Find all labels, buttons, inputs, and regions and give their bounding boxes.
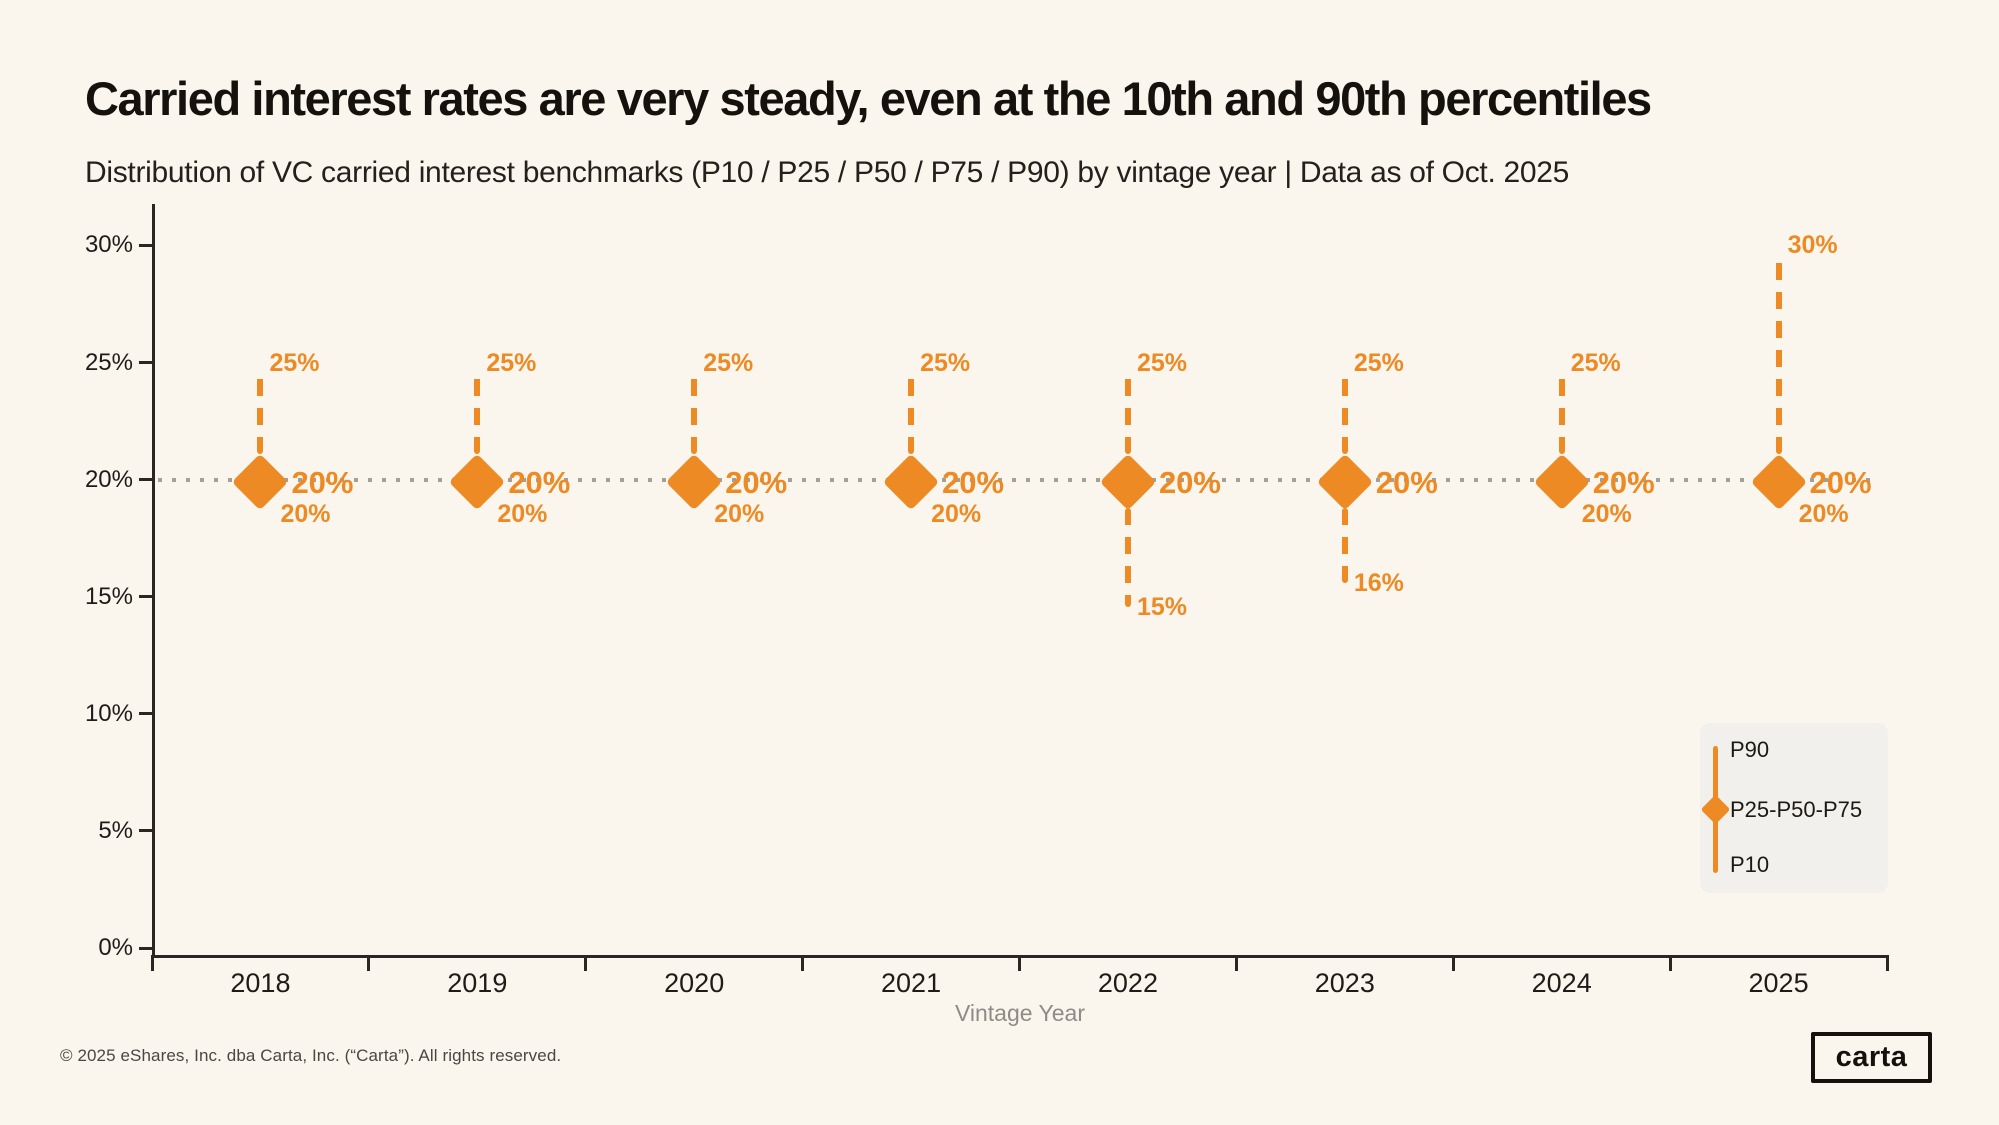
p90-whisker: [1124, 368, 1131, 454]
y-tick: [139, 595, 152, 599]
y-tick: [139, 243, 152, 247]
y-tick-label: 0%: [98, 934, 133, 961]
p10-value-label: 20%: [497, 499, 548, 528]
p10-whisker: [1124, 507, 1131, 607]
y-tick: [139, 361, 152, 364]
legend-p25-p50-p75-label: P25-P50-P75: [1730, 797, 1863, 822]
y-tick-label: 10%: [84, 699, 133, 727]
x-tick: [367, 955, 371, 971]
median-value-label: 20%: [291, 464, 354, 500]
y-tick-label: 5%: [98, 816, 133, 844]
p10-value-label: 20%: [931, 499, 982, 528]
median-value-label: 20%: [508, 464, 571, 500]
p90-whisker: [1558, 368, 1565, 454]
p10-value-label: 20%: [280, 499, 331, 528]
y-tick: [139, 478, 152, 482]
p90-value-label: 25%: [1353, 348, 1404, 377]
carta-logo-text: carta: [1835, 1041, 1908, 1073]
median-value-label: 20%: [1158, 464, 1221, 500]
p25-p50-p75-diamond: [1316, 453, 1374, 510]
p90-value-label: 25%: [703, 348, 754, 377]
p90-whisker: [691, 368, 698, 454]
legend-p90-label: P90: [1730, 737, 1770, 762]
median-value-label: 20%: [1592, 464, 1655, 500]
p10-value-label: 15%: [1136, 592, 1187, 621]
legend-diamond-icon: [1700, 794, 1731, 825]
legend: P90 P25-P50-P75 P10: [1700, 723, 1888, 893]
copyright-text: © 2025 eShares, Inc. dba Carta, Inc. (“C…: [60, 1046, 562, 1065]
p90-whisker: [1341, 368, 1348, 454]
median-reference-gridline: [158, 477, 1878, 482]
y-tick-label: 30%: [84, 231, 133, 259]
y-tick: [139, 712, 152, 716]
y-tick-label: 20%: [84, 465, 133, 493]
legend-p10-label: P10: [1730, 852, 1770, 877]
page-subtitle: Distribution of VC carried interest benc…: [85, 156, 1570, 189]
x-tick: [150, 955, 154, 971]
p90-value-label: 25%: [1570, 348, 1621, 377]
page-title: Carried interest rates are very steady, …: [85, 72, 1652, 126]
x-tick: [1885, 955, 1889, 971]
x-tick: [801, 955, 805, 971]
y-axis-line: [152, 204, 155, 958]
x-tick: [584, 955, 588, 971]
x-tick-label: 2023: [1314, 968, 1375, 998]
x-axis-title: Vintage Year: [954, 1000, 1086, 1026]
p10-value-label: 20%: [714, 499, 765, 528]
x-tick-label: 2018: [230, 968, 291, 998]
median-value-label: 20%: [1375, 464, 1438, 500]
y-tick-label: 15%: [84, 582, 133, 610]
p10-whisker: [1341, 507, 1348, 584]
median-value-label: 20%: [1809, 464, 1872, 500]
x-tick-label: 2021: [881, 968, 942, 998]
p90-value-label: 25%: [1136, 348, 1187, 377]
median-value-label: 20%: [725, 464, 788, 500]
p10-value-label: 20%: [1798, 499, 1849, 528]
p90-whisker: [474, 368, 481, 454]
x-tick: [1234, 955, 1238, 971]
x-tick: [1018, 955, 1021, 971]
p90-value-label: 30%: [1787, 231, 1838, 260]
median-value-label: 20%: [942, 464, 1005, 500]
carta-logo: carta: [1811, 1032, 1932, 1083]
x-tick-label: 2025: [1748, 968, 1809, 998]
y-tick: [139, 946, 152, 950]
p90-value-label: 25%: [269, 348, 320, 377]
x-tick-label: 2020: [664, 968, 725, 998]
x-tick-label: 2022: [1097, 968, 1158, 998]
y-tick-label: 25%: [84, 348, 133, 376]
p90-value-label: 25%: [486, 348, 537, 377]
p90-value-label: 25%: [920, 348, 971, 377]
p10-value-label: 20%: [1581, 499, 1632, 528]
x-tick: [1451, 955, 1455, 971]
p90-whisker: [908, 368, 915, 454]
x-tick-label: 2019: [447, 968, 508, 998]
x-tick-label: 2024: [1531, 968, 1592, 998]
x-tick: [1668, 955, 1672, 971]
p90-whisker: [257, 368, 264, 454]
y-tick: [139, 829, 152, 833]
p25-p50-p75-diamond: [1099, 453, 1157, 510]
p10-value-label: 16%: [1353, 569, 1404, 598]
p90-whisker: [1775, 251, 1782, 454]
